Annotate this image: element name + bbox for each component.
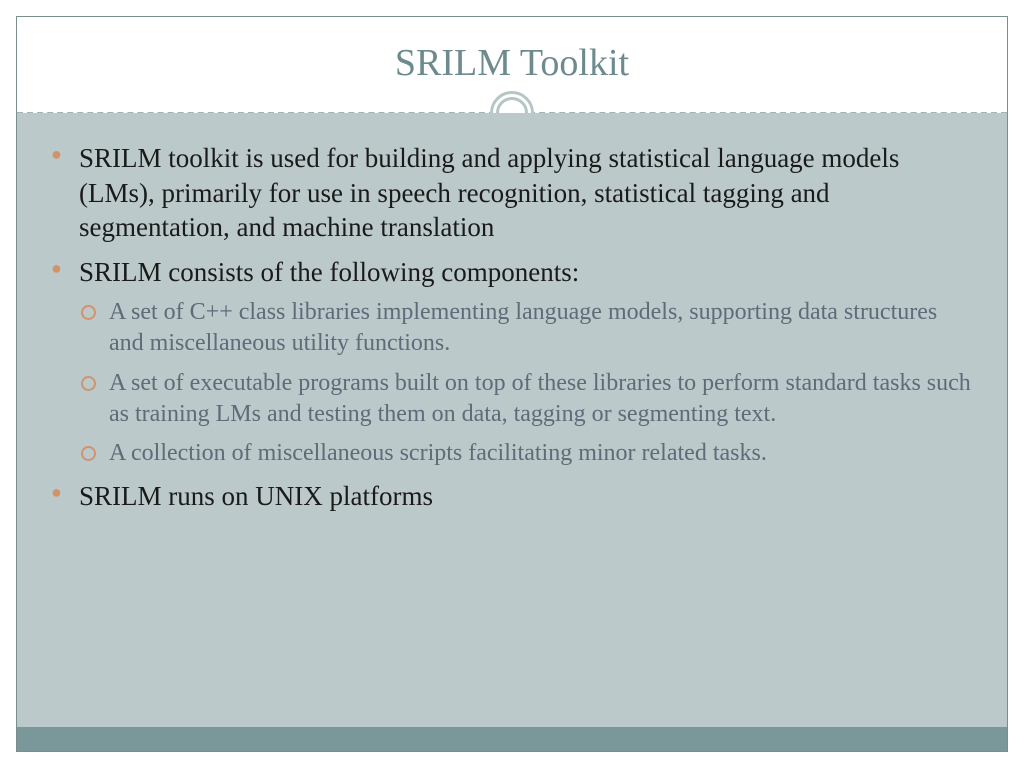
list-item: SRILM consists of the following componen… — [47, 255, 977, 469]
list-item: A set of C++ class libraries implementin… — [79, 297, 977, 359]
sub-bullet-text: A set of executable programs built on to… — [109, 370, 971, 427]
sub-bullet-text: A collection of miscellaneous scripts fa… — [109, 440, 767, 466]
list-item: SRILM toolkit is used for building and a… — [47, 141, 977, 245]
slide-body: SRILM toolkit is used for building and a… — [17, 113, 1007, 727]
list-item: A set of executable programs built on to… — [79, 368, 977, 430]
slide-title: SRILM Toolkit — [17, 41, 1007, 85]
bullet-text: SRILM toolkit is used for building and a… — [79, 143, 899, 242]
slide-frame: SRILM Toolkit SRILM toolkit is used for … — [16, 16, 1008, 752]
sub-bullet-list: A set of C++ class libraries implementin… — [79, 297, 977, 469]
bullet-list: SRILM toolkit is used for building and a… — [47, 141, 977, 514]
bullet-text: SRILM runs on UNIX platforms — [79, 481, 433, 511]
list-item: SRILM runs on UNIX platforms — [47, 479, 977, 514]
bullet-text: SRILM consists of the following componen… — [79, 257, 579, 287]
list-item: A collection of miscellaneous scripts fa… — [79, 438, 977, 469]
sub-bullet-text: A set of C++ class libraries implementin… — [109, 299, 937, 356]
bottom-bar — [17, 727, 1007, 751]
slide: SRILM Toolkit SRILM toolkit is used for … — [0, 0, 1024, 768]
